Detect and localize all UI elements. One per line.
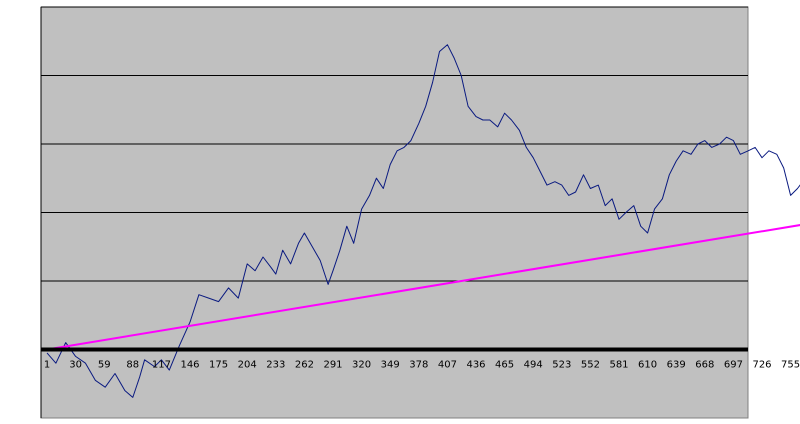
- gridlines: [41, 6, 748, 282]
- x-tick-label: 291: [323, 360, 342, 371]
- x-tick-label: 349: [381, 360, 400, 371]
- x-tick-label: 233: [266, 360, 285, 371]
- x-tick-label: 436: [466, 360, 485, 371]
- x-tick-label: 639: [667, 360, 686, 371]
- x-tick-label: 204: [238, 360, 257, 371]
- x-tick-label: 697: [724, 360, 743, 371]
- x-tick-label: 407: [438, 360, 457, 371]
- x-tick-label: 552: [581, 360, 600, 371]
- x-tick-label: 378: [409, 360, 428, 371]
- series-group: [46, 44, 800, 398]
- x-tick-label: 146: [180, 360, 199, 371]
- x-tick-label: 59: [98, 360, 111, 371]
- x-tick-label: 117: [152, 360, 171, 371]
- x-axis: 1 30 59 88 117 146 175 204 233 262 291 320 349 378 407…: [41, 347, 800, 371]
- x-tick-label: 1: [44, 360, 50, 371]
- x-tick-label: 494: [524, 360, 543, 371]
- x-tick-label: 755: [781, 360, 800, 371]
- x-tick-label: 581: [609, 360, 628, 371]
- x-tick-label: 726: [752, 360, 771, 371]
- x-tick-label: 88: [126, 360, 139, 371]
- x-tick-label: 175: [209, 360, 228, 371]
- x-tick-label: 610: [638, 360, 657, 371]
- x-tick-label: 30: [69, 360, 82, 371]
- series-line-1: [46, 44, 800, 398]
- x-tick-label: 668: [695, 360, 714, 371]
- x-tick-label: 262: [295, 360, 314, 371]
- x-tick-label: 465: [495, 360, 514, 371]
- x-tick-label: 523: [552, 360, 571, 371]
- x-tick-label: 320: [352, 360, 371, 371]
- series-line-2: [46, 224, 800, 351]
